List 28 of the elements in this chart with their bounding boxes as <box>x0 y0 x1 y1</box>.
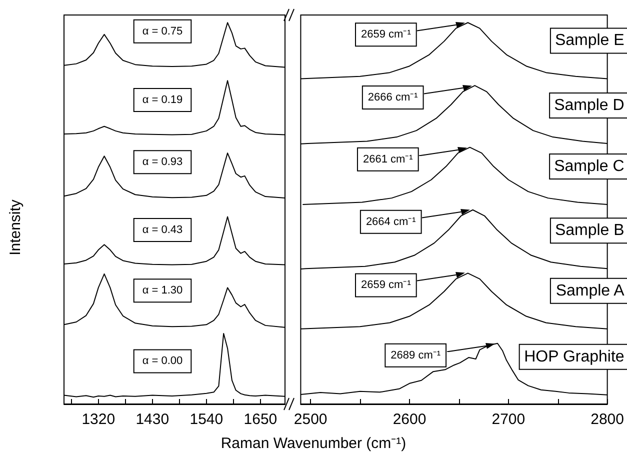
annotation: 2659 cm⁻¹ <box>361 279 412 292</box>
x-axis-title: Raman Wavenumber (cm⁻¹) <box>220 434 408 452</box>
annotation: α = 0.43 <box>142 224 183 236</box>
annotation: 2659 cm⁻¹ <box>361 28 412 41</box>
x-tick-label: 1540 <box>190 411 224 428</box>
x-tick-label: 1320 <box>82 411 116 428</box>
annotation: α = 0.75 <box>142 25 183 38</box>
annotation: 2689 cm⁻¹ <box>390 349 441 362</box>
y-axis-title: Intensity <box>7 199 24 256</box>
annotation: α = 0.93 <box>142 156 183 168</box>
x-tick-label: 1650 <box>244 411 278 428</box>
series-label: Sample D <box>554 97 624 114</box>
annotation: α = 1.30 <box>142 284 183 297</box>
series-label: Sample A <box>556 282 625 300</box>
x-tick-label: 2600 <box>392 411 426 428</box>
x-tick-label: 2700 <box>492 411 526 428</box>
annotation: α = 0.19 <box>142 94 183 106</box>
series-label: Sample C <box>554 158 624 176</box>
legend-label: HOP Graphite <box>524 348 624 366</box>
x-tick-label: 1430 <box>136 411 170 428</box>
x-tick-label: 2800 <box>590 411 624 428</box>
annotation: 2661 cm⁻¹ <box>362 153 414 166</box>
x-tick-label: 2500 <box>294 411 328 428</box>
annotation: 2666 cm⁻¹ <box>368 92 418 104</box>
series-label: Sample E <box>554 32 624 50</box>
annotation: 2664 cm⁻¹ <box>366 216 416 228</box>
annotation: α = 0.00 <box>142 355 183 368</box>
series-label: Sample B <box>554 222 624 240</box>
